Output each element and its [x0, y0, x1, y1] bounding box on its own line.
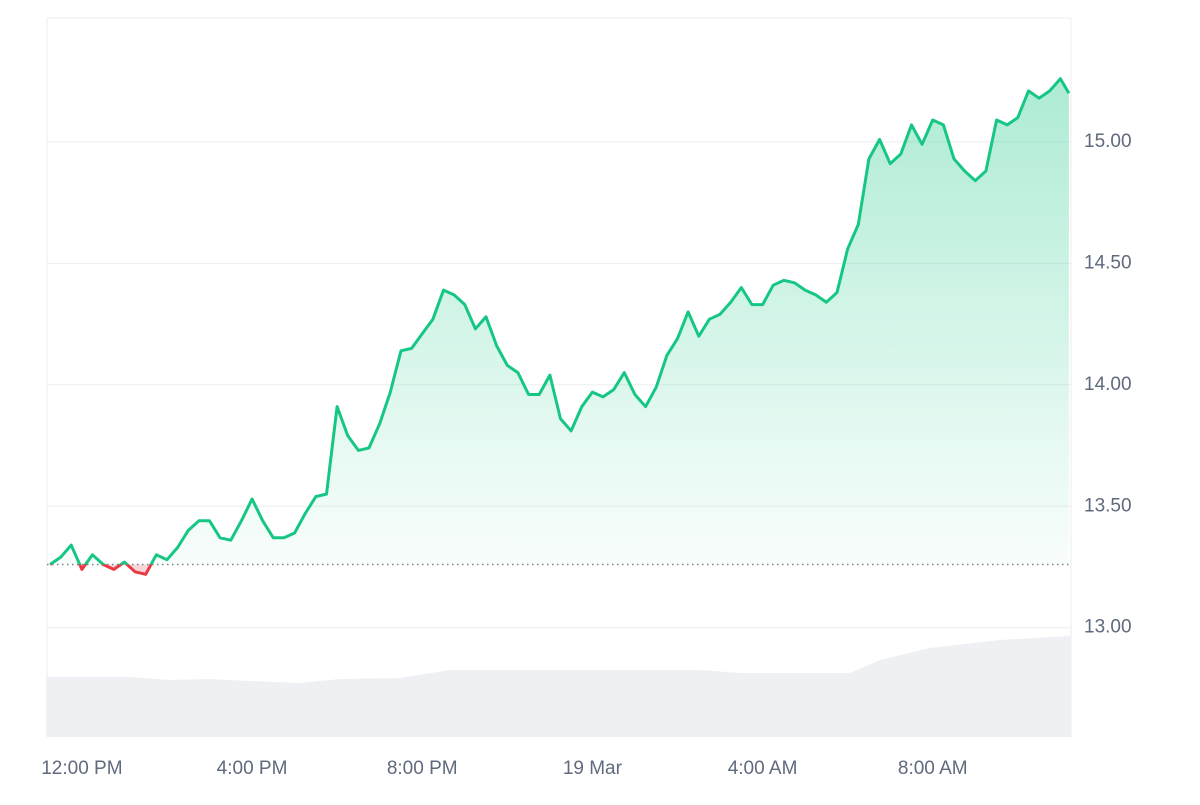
y-tick-label: 14.50: [1084, 252, 1132, 273]
x-tick-label: 4:00 PM: [217, 758, 288, 779]
price-line-up: [49, 77, 1071, 565]
x-tick-label: 12:00 PM: [41, 758, 122, 779]
area-down: [79, 564, 152, 575]
x-tick-label: 19 Mar: [563, 758, 623, 779]
y-tick-label: 15.00: [1084, 131, 1132, 152]
x-tick-label: 8:00 AM: [898, 758, 968, 779]
area-up: [50, 78, 1069, 565]
y-tick-label: 13.50: [1084, 495, 1132, 516]
y-tick-label: 13.00: [1084, 617, 1132, 638]
x-tick-label: 8:00 PM: [387, 758, 458, 779]
y-tick-label: 14.00: [1084, 374, 1132, 395]
volume-area: [47, 636, 1071, 737]
x-tick-label: 4:00 AM: [728, 758, 798, 779]
